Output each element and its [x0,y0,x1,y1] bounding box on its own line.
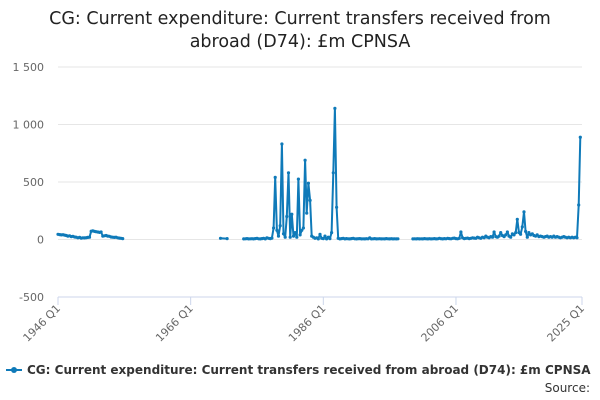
data-point[interactable] [509,235,513,239]
data-point[interactable] [527,231,531,235]
data-point[interactable] [87,235,92,239]
y-tick-label: 0 [37,234,44,247]
data-point[interactable] [281,232,286,236]
data-point[interactable] [99,230,103,234]
data-point[interactable] [298,233,302,237]
x-axis-tick-labels: 1946 Q1 1966 Q1 1986 Q1 2006 Q1 2025 Q1 [21,302,588,345]
data-point[interactable] [505,230,509,234]
series-line[interactable] [412,137,582,240]
data-point[interactable] [273,175,277,179]
data-point[interactable] [121,237,125,241]
data-point[interactable] [459,230,463,234]
data-point[interactable] [290,212,294,216]
legend-line-marker-icon [6,364,22,376]
data-point[interactable] [520,225,524,229]
data-point[interactable] [525,235,529,239]
data-point[interactable] [218,236,223,240]
data-point[interactable] [278,224,282,228]
x-tick-label: 2006 Q1 [419,302,462,345]
data-point[interactable] [578,135,582,139]
series-line[interactable] [243,107,398,240]
data-point[interactable] [280,142,284,146]
legend-item[interactable]: CG: Current expenditure: Current transfe… [6,363,591,377]
data-point[interactable] [318,232,322,236]
data-point[interactable] [514,231,518,235]
x-tick-label: 1966 Q1 [153,302,196,345]
data-point[interactable] [296,177,300,181]
data-point[interactable] [522,210,526,214]
data-point[interactable] [286,171,291,175]
data-point[interactable] [293,231,297,235]
x-tick-label: 1946 Q1 [21,302,64,345]
x-tick-label: 2025 Q1 [545,302,588,345]
x-axis [57,296,583,305]
data-point[interactable] [295,235,299,239]
data-point[interactable] [275,228,279,232]
x-tick-label: 1986 Q1 [286,302,329,345]
y-tick-label: -500 [19,291,44,304]
data-point[interactable] [306,181,310,185]
data-point[interactable] [577,203,581,207]
data-point[interactable] [225,237,229,241]
y-tick-label: 1 000 [13,119,45,132]
data-point[interactable] [330,231,334,235]
data-point[interactable] [291,234,296,238]
data-point[interactable] [524,229,528,233]
data-point[interactable] [492,230,496,234]
data-point[interactable] [396,237,400,241]
data-point[interactable] [331,171,335,175]
data-point[interactable] [276,234,281,238]
y-tick-label: 1 500 [13,61,45,74]
data-point[interactable] [333,106,337,110]
data-point[interactable] [499,231,503,235]
data-point[interactable] [305,211,309,215]
data-point[interactable] [283,235,287,239]
data-point[interactable] [301,226,305,230]
y-tick-label: 500 [23,176,44,189]
chart-title-line-2: abroad (D74): £m CPNSA [189,32,411,52]
legend-label: CG: Current expenditure: Current transfe… [27,363,591,377]
data-point[interactable] [288,235,292,239]
data-point[interactable] [497,234,501,238]
chart-title: CG: Current expenditure: Current transfe… [0,8,600,54]
data-point[interactable] [457,236,461,240]
data-point[interactable] [335,205,339,209]
data-point[interactable] [519,232,523,236]
data-point[interactable] [512,233,516,237]
data-point[interactable] [300,228,304,232]
series-group[interactable] [56,106,582,241]
data-point[interactable] [308,198,312,202]
data-point[interactable] [321,237,325,241]
data-point[interactable] [270,236,274,240]
y-axis-tick-labels: -500 0 500 1 000 1 500 [13,61,45,304]
gridlines [58,66,582,298]
data-point[interactable] [285,214,289,219]
data-point[interactable] [504,233,508,237]
data-point[interactable] [328,237,332,241]
data-point[interactable] [575,236,579,240]
data-point[interactable] [316,237,320,241]
data-point[interactable] [303,158,307,162]
data-point[interactable] [323,234,327,238]
data-point[interactable] [272,226,276,230]
source-label: Source: [544,381,590,395]
chart-title-line-1: CG: Current expenditure: Current transfe… [49,9,551,29]
data-point[interactable] [515,217,519,221]
data-point[interactable] [490,235,495,239]
